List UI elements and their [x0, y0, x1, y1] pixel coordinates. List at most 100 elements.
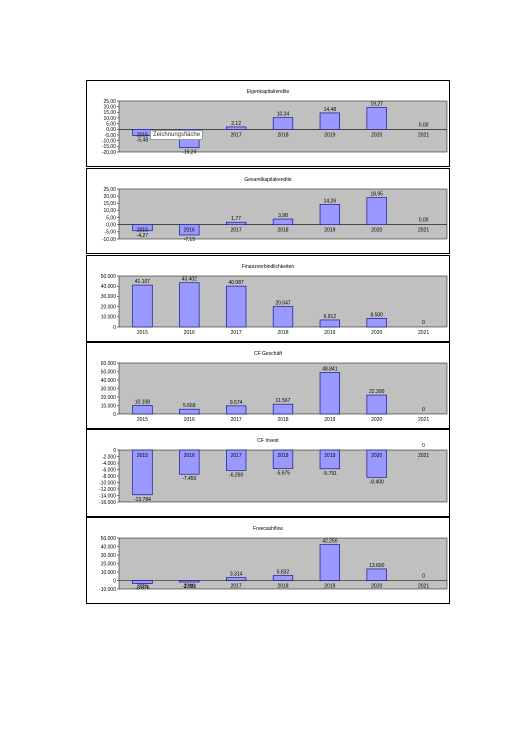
category-label: 2017: [231, 584, 242, 590]
y-tick-label: -16.000: [99, 500, 116, 506]
data-label: 10.108: [135, 399, 151, 405]
category-label: 2018: [277, 453, 288, 459]
chart-svg: Gesamtkapitalrendite 25,0020,0015,0010,00…: [102, 177, 448, 243]
y-tick-label: 20.000: [101, 395, 117, 401]
y-tick-label: 30.000: [101, 386, 117, 392]
y-tick-label: 10,00: [103, 116, 116, 122]
bar-2015: [132, 284, 153, 328]
data-label: -6.260: [229, 472, 243, 478]
bar-2017: [226, 126, 247, 130]
category-label: 2020: [371, 453, 382, 459]
data-label: 3.314: [230, 572, 243, 578]
y-tick-label: 0,00: [106, 223, 116, 229]
data-label: 48.841: [322, 366, 338, 372]
bar-2018: [272, 575, 294, 581]
data-label: 42.250: [322, 539, 338, 545]
data-label: -3.676: [135, 586, 149, 592]
category-label: 2021: [418, 417, 429, 423]
category-label: 2016: [184, 584, 195, 590]
category-label: 2015: [137, 330, 148, 336]
category-label: 2020: [371, 228, 382, 234]
chart-3: CF Geschäft 60.000 50.000 40.000 30.000 20.00…: [86, 342, 450, 429]
category-label: 2021: [418, 132, 429, 138]
data-label: 0: [422, 574, 425, 580]
y-tick-label: 10.000: [101, 403, 117, 409]
category-label: 2018: [277, 584, 288, 590]
category-label: 2017: [231, 417, 242, 423]
chart-svg: Freecashflow 50.000 40.000 30.000 20.000 10.0…: [99, 526, 448, 593]
category-label: 2021: [418, 228, 429, 234]
bar-2016: [179, 408, 200, 415]
category-label: 2016: [184, 453, 195, 459]
y-tick-label: 0: [113, 578, 116, 584]
category-label: 2016: [184, 228, 195, 234]
bar-2017: [226, 577, 247, 581]
data-label: -7,19: [184, 237, 196, 243]
category-label: 2021: [418, 330, 429, 336]
y-tick-label: 20.000: [101, 304, 117, 310]
y-tick-label: 50.000: [101, 536, 117, 542]
chart-title: Freecashflow: [253, 526, 283, 532]
bar-2017: [226, 221, 247, 226]
data-label: -5,48: [137, 138, 149, 144]
chart-svg: CF Invest0-2.000-4.000-6.000-8.000-10.00…: [99, 438, 448, 506]
y-tick-label: 40.000: [101, 284, 117, 290]
category-label: 2015: [137, 228, 148, 234]
data-label: 18,95: [370, 192, 383, 198]
data-label: 8.500: [370, 312, 383, 318]
data-label: 5.669: [183, 403, 196, 409]
category-label: 2018: [277, 330, 288, 336]
data-label: 1,77: [231, 216, 241, 222]
data-label: 0: [422, 407, 425, 413]
bar-2015: [132, 449, 153, 496]
y-tick-label: -5,00: [105, 133, 117, 139]
chart-title: Gesamtkapitalrendite: [244, 177, 291, 183]
category-label: 2017: [231, 453, 242, 459]
bar-2018: [272, 117, 294, 130]
y-tick-label: -15,00: [102, 144, 116, 150]
bar-2019: [319, 544, 340, 581]
chart-1: Gesamtkapitalrendite 25,00 20,00 15,00 10,00…: [86, 168, 450, 254]
bar-2018: [272, 449, 294, 469]
data-label: -1.781: [182, 584, 196, 590]
y-tick-label: -10,00: [102, 138, 116, 144]
chart-title: CF Geschäft: [254, 351, 283, 357]
bar-2020: [366, 394, 387, 415]
y-tick-label: 40.000: [101, 378, 117, 384]
y-tick-label: 20.000: [101, 561, 117, 567]
bar-2019: [319, 449, 340, 470]
category-label: 2015: [137, 132, 148, 138]
data-label: 20.047: [275, 301, 291, 307]
y-tick-label: 40.000: [101, 544, 117, 550]
y-tick-label: 10.000: [101, 315, 117, 321]
bar-2019: [319, 204, 340, 226]
data-label: 9.574: [230, 400, 243, 406]
bar-2020: [366, 568, 387, 581]
y-tick-label: -2.000: [102, 454, 116, 460]
category-label: 2015: [137, 584, 148, 590]
category-label: 2016: [184, 330, 195, 336]
y-tick-label: 25,00: [103, 187, 116, 193]
category-label: 2020: [371, 417, 382, 423]
category-label: 2015: [137, 453, 148, 459]
data-label: -5.791: [323, 471, 337, 477]
y-tick-label: -8.000: [102, 474, 116, 480]
category-label: 2020: [371, 584, 382, 590]
chart-5: Freecashflow 50.000 40.000 30.000 20.000 10.0…: [86, 517, 450, 604]
y-tick-label: -10.000: [99, 587, 116, 593]
category-label: 2019: [324, 584, 335, 590]
category-label: 2020: [371, 330, 382, 336]
category-label: 2019: [324, 417, 335, 423]
y-tick-label: 50.000: [101, 274, 117, 280]
data-label: 13.600: [369, 563, 385, 569]
data-label: -5.675: [276, 470, 290, 476]
plot-area: [118, 188, 448, 240]
data-label: 14,26: [324, 198, 337, 204]
data-label: 10,34: [277, 112, 290, 118]
category-label: 2019: [324, 330, 335, 336]
category-label: 2017: [231, 330, 242, 336]
chart-0: Eigenkapitalrendite 25,00 20,00 15,00 10,00 5…: [86, 80, 450, 167]
data-label: 3,98: [278, 213, 288, 219]
y-tick-label: -6.000: [102, 467, 116, 473]
y-tick-label: 15,00: [103, 201, 116, 207]
